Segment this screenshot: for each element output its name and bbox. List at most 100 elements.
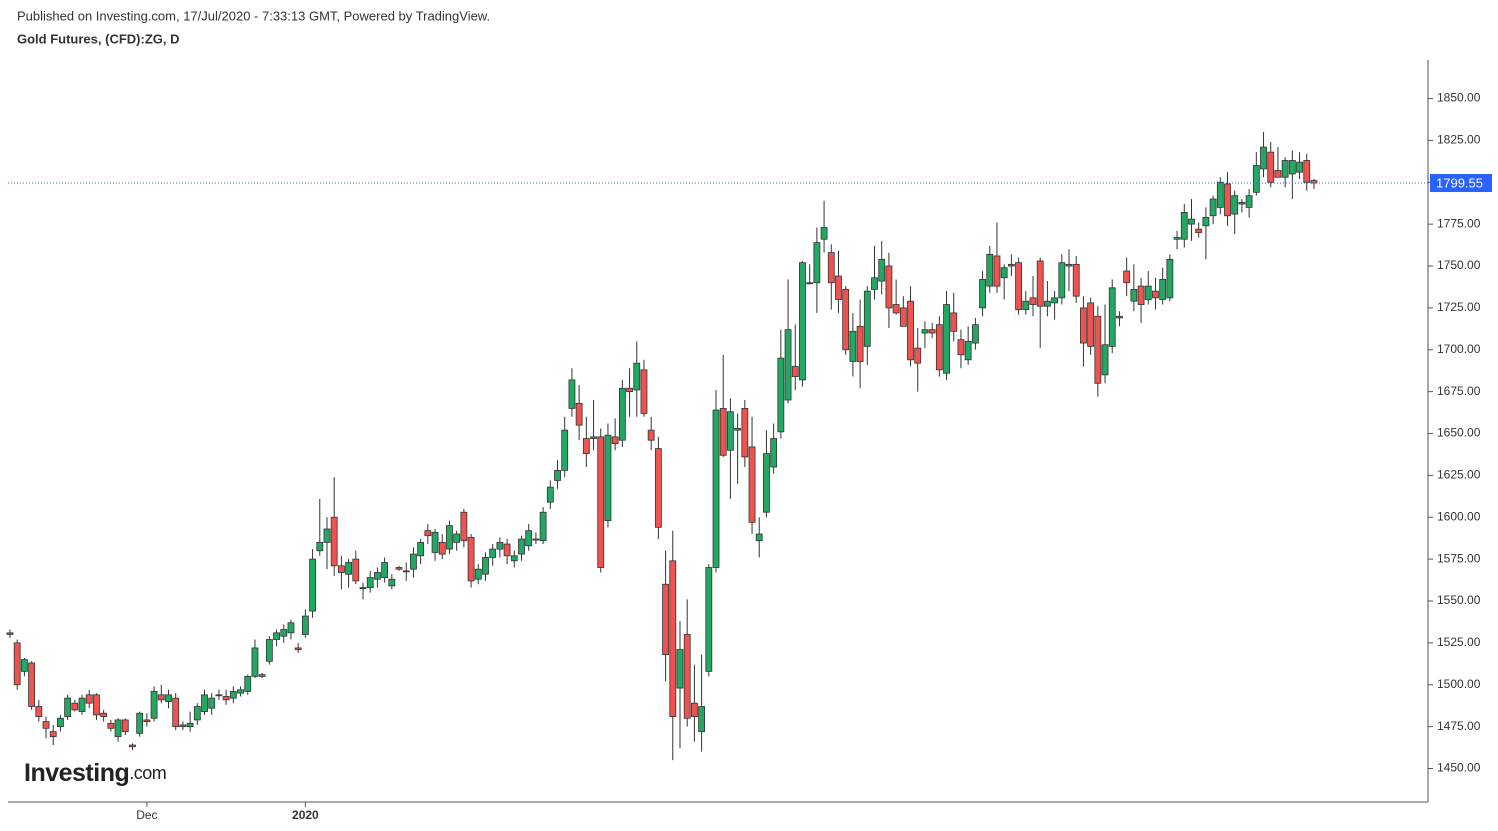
candle-body [647, 429, 655, 441]
candle-body [258, 674, 266, 677]
candle-body [705, 567, 713, 672]
symbol-title: Gold Futures, (CFD):ZG, D [17, 31, 179, 46]
candle-body [222, 696, 230, 701]
candle-body [539, 511, 547, 542]
candle-body [1087, 302, 1095, 347]
y-tick-label: 1775.00 [1437, 216, 1481, 230]
candle-body [561, 429, 569, 471]
candle-body [1238, 201, 1246, 205]
y-tick-label: 1600.00 [1437, 509, 1481, 523]
candle-body [273, 632, 280, 640]
candle-body [489, 548, 497, 558]
candle-body [1260, 146, 1267, 170]
candle-body [885, 265, 893, 309]
candle-body [229, 691, 237, 699]
candle-body [986, 253, 994, 287]
candle-body [1245, 195, 1253, 208]
candle-body [532, 538, 540, 541]
candle-body [1044, 300, 1051, 307]
candle-body [1195, 228, 1203, 233]
candle-body [1029, 297, 1037, 305]
y-tick-label: 1675.00 [1437, 384, 1481, 398]
candle-body [1007, 263, 1015, 267]
candle-body [330, 516, 338, 567]
candle-body [1130, 289, 1138, 302]
candle-body [1202, 217, 1210, 227]
candle-body [871, 277, 878, 290]
candle-body [71, 702, 79, 711]
candle-body [64, 697, 72, 717]
candle-body [150, 691, 158, 719]
candle-body [129, 744, 136, 748]
y-tick-label: 1475.00 [1437, 719, 1481, 733]
candle-body [323, 528, 331, 543]
candle-body [1166, 258, 1174, 299]
candle-body [1173, 237, 1181, 240]
candle-body [993, 255, 1001, 287]
candle-body [337, 565, 345, 573]
candle-body [1036, 260, 1044, 307]
candle-body [568, 379, 576, 409]
candle-body [1065, 263, 1073, 267]
candle-body [1281, 160, 1289, 178]
candle-body [165, 694, 172, 702]
candle-body [179, 724, 187, 728]
y-tick-label: 1450.00 [1437, 761, 1481, 775]
candle-body [359, 587, 367, 590]
y-tick-label: 1550.00 [1437, 593, 1481, 607]
candle-body [611, 436, 619, 444]
candle-body [1116, 315, 1123, 319]
candle-body [1209, 198, 1217, 217]
logo: Investing.com [24, 759, 166, 787]
candle-body [712, 409, 720, 568]
candle-body [935, 324, 943, 371]
candle-body [676, 649, 684, 689]
candle-body [13, 642, 21, 686]
candle-body [597, 436, 605, 568]
candle-body [943, 304, 950, 374]
candle-body [301, 615, 309, 635]
candle-body [265, 639, 273, 662]
candle-body [755, 533, 763, 542]
candle-body [107, 722, 115, 729]
candle-body [208, 697, 216, 709]
candle-body [49, 731, 57, 738]
candle-body [503, 543, 511, 557]
candle-body [381, 562, 389, 578]
x-tick-label: Dec [136, 808, 157, 822]
candle-body [820, 227, 828, 240]
candle-body [626, 387, 633, 393]
candle-body [6, 632, 14, 635]
candle-body [849, 330, 857, 362]
candle-body [1051, 297, 1059, 304]
candle-body [417, 541, 425, 557]
candle-body [690, 702, 698, 717]
candle-body [654, 448, 662, 528]
candle-body [719, 407, 727, 456]
candle-body [1000, 267, 1008, 279]
candle-body [100, 712, 108, 717]
candle-body [201, 694, 208, 712]
candle-body [633, 362, 641, 391]
candle-body [395, 567, 403, 570]
candle-body [863, 290, 871, 347]
candle-body [85, 694, 93, 704]
candle-body [143, 719, 151, 723]
candle-body [640, 369, 648, 414]
candle-body [1180, 212, 1188, 240]
candle-body [575, 402, 583, 426]
candle-body [78, 697, 86, 712]
candle-body [237, 689, 244, 694]
candle-body [734, 428, 742, 431]
candle-body [57, 717, 64, 728]
candle-body [878, 258, 886, 282]
candle-body [496, 541, 504, 550]
candle-body [345, 562, 352, 575]
candle-body [474, 568, 482, 580]
candle-body [1274, 170, 1282, 178]
candle-body [662, 583, 669, 656]
candle-body [438, 541, 446, 555]
candle-body [280, 629, 288, 637]
candle-body [1159, 279, 1167, 300]
